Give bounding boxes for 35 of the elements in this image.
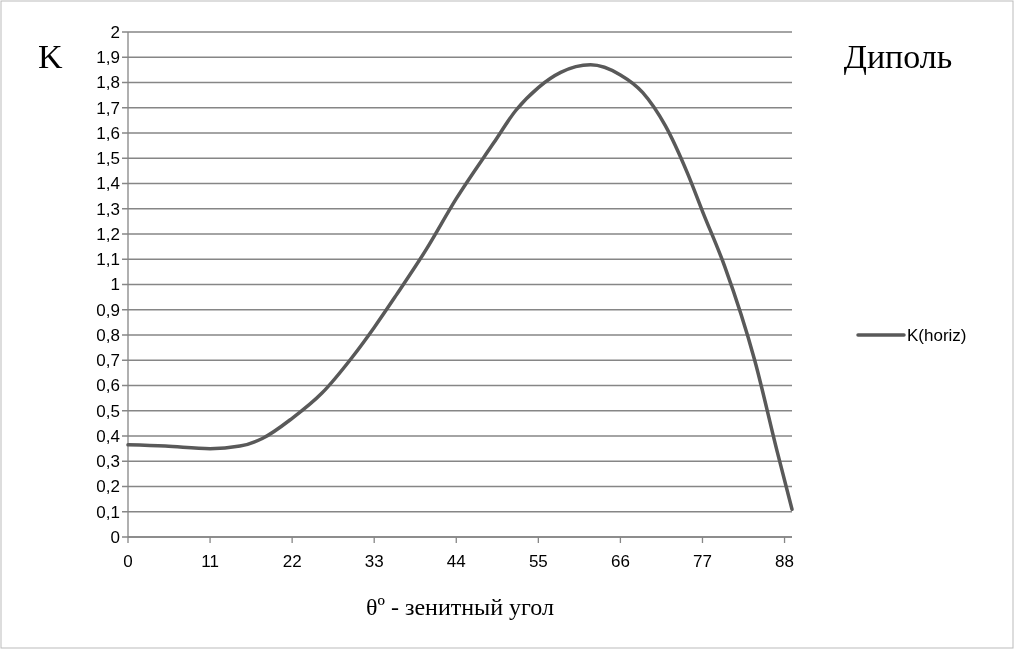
y-tick-label: 0,5 xyxy=(96,401,120,421)
y-tick-label: 1,5 xyxy=(96,149,120,169)
y-tick-label: 0,2 xyxy=(96,477,120,497)
y-tick-label: 0,8 xyxy=(96,325,120,345)
y-tick-label: 1,6 xyxy=(96,123,120,143)
y-tick-label: 1,1 xyxy=(96,250,120,270)
y-tick-label: 2 xyxy=(110,22,120,42)
y-tick-label: 0,7 xyxy=(96,351,120,371)
x-tick-label: 44 xyxy=(446,552,466,571)
y-tick-label: 1,8 xyxy=(96,73,120,93)
x-tick-label: 88 xyxy=(775,552,794,571)
y-axis-title: K xyxy=(38,38,63,75)
line-series xyxy=(126,63,794,511)
text: Диполь xyxy=(843,38,953,75)
y-tick-label: 0 xyxy=(110,527,120,547)
y-tick-label: 0,1 xyxy=(96,502,120,522)
y-tick-label: 0,9 xyxy=(96,300,120,320)
y-tick-label: 1,2 xyxy=(96,224,120,244)
y-tick-label: 1,3 xyxy=(96,199,120,219)
x-tick-label: 0 xyxy=(123,552,133,571)
y-tick-label: 0,6 xyxy=(96,376,120,396)
y-tick-label: 0,3 xyxy=(96,452,120,472)
y-tick-label: 1,4 xyxy=(96,174,120,194)
y-tick-label: 1,9 xyxy=(96,48,120,68)
x-tick-label: 77 xyxy=(693,552,712,571)
x-tick-label: 11 xyxy=(201,552,219,571)
y-tick-label: 1 xyxy=(110,275,120,295)
x-tick-label: 66 xyxy=(610,552,630,571)
legend-label: K(horiz) xyxy=(907,325,967,345)
x-tick-label: 55 xyxy=(528,552,548,571)
y-tick-label: 0,4 xyxy=(96,426,120,446)
x-tick-label: 33 xyxy=(364,552,384,571)
y-tick-label: 1,7 xyxy=(96,98,120,118)
x-tick-label: 22 xyxy=(282,552,302,571)
x-axis-title: θº - зенитный угол xyxy=(366,594,554,620)
